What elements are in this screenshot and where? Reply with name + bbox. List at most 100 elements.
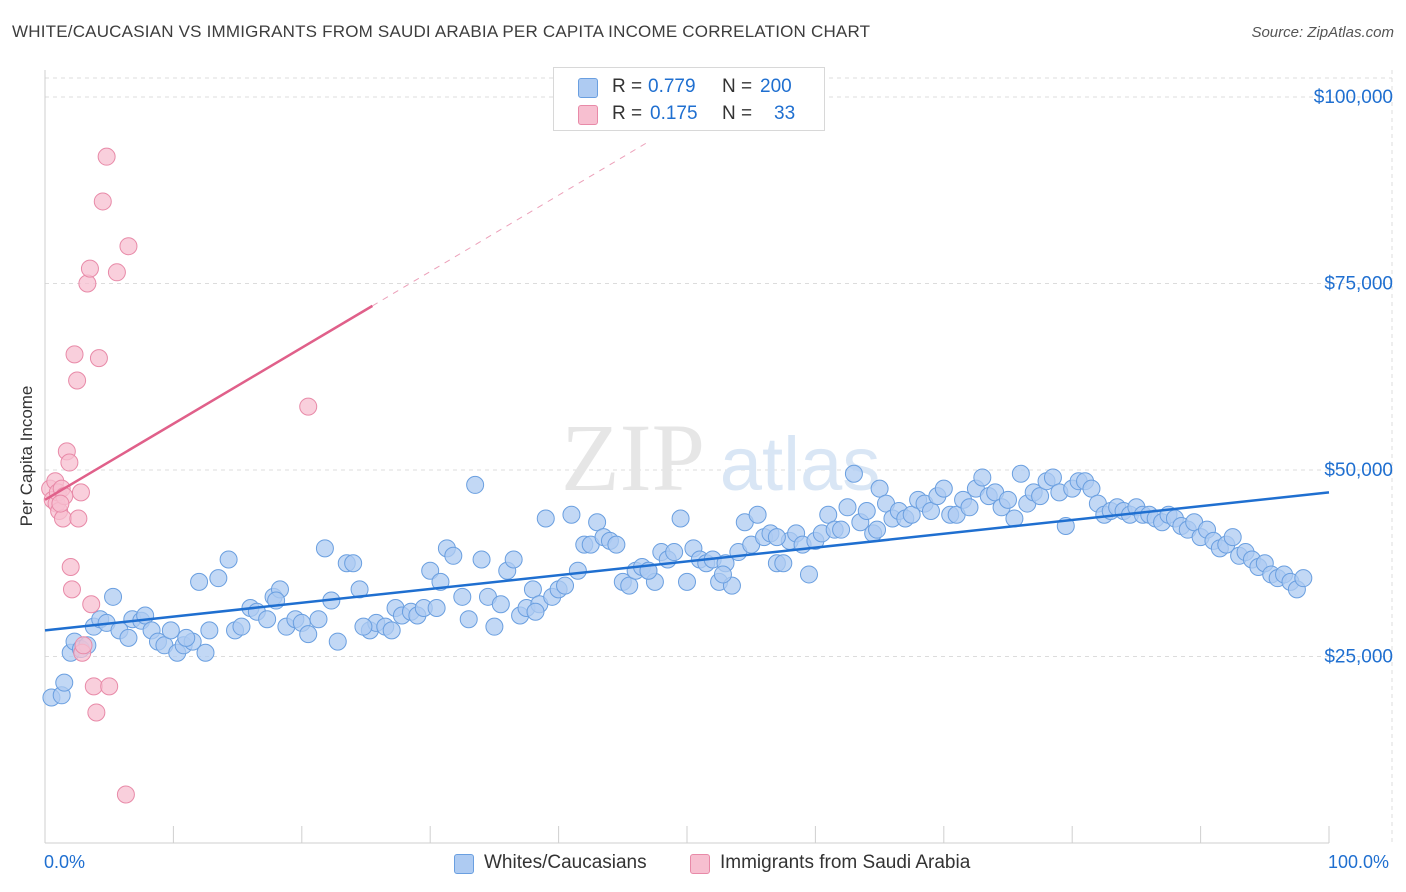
data-point-saudi: [93, 192, 112, 211]
data-point-whites: [1031, 487, 1050, 506]
data-point-saudi: [74, 636, 93, 655]
data-point-whites: [328, 632, 347, 651]
series-whites-points: [42, 464, 1313, 707]
data-point-whites: [104, 587, 123, 606]
data-point-whites: [427, 599, 446, 618]
trend-line-whites: [44, 491, 1330, 632]
data-point-saudi: [89, 349, 108, 368]
legend-n-label: N =: [722, 76, 753, 97]
data-point-whites: [921, 502, 940, 521]
data-point-whites: [838, 498, 857, 517]
data-point-whites: [748, 505, 767, 524]
data-point-whites: [902, 505, 921, 524]
data-point-whites: [556, 576, 575, 595]
trend-line-saudi: [44, 304, 374, 501]
data-point-whites: [999, 490, 1017, 509]
data-point-whites: [55, 673, 74, 692]
data-point-whites: [177, 628, 196, 647]
data-point-saudi: [60, 453, 79, 472]
y-tick-labels: $25,000 $50,000 $75,000 $100,000: [1314, 87, 1393, 668]
watermark-zip: ZIP: [561, 404, 705, 511]
x-tick-label-min: 0.0%: [44, 852, 86, 872]
data-point-saudi: [68, 371, 87, 390]
data-point-whites: [196, 643, 215, 662]
data-point-whites: [857, 502, 876, 521]
data-point-saudi: [84, 677, 103, 696]
data-point-whites: [1011, 464, 1030, 483]
data-point-whites: [568, 561, 587, 580]
data-point-whites: [713, 565, 732, 584]
data-point-whites: [671, 509, 690, 528]
data-point-whites: [562, 505, 581, 524]
data-point-whites: [309, 610, 328, 629]
data-point-whites: [258, 610, 277, 629]
data-point-whites: [232, 617, 251, 636]
data-point-whites: [1082, 479, 1101, 498]
data-point-saudi: [299, 397, 318, 416]
data-point-whites: [767, 528, 786, 547]
data-point-saudi: [65, 345, 84, 364]
legend-n-value: 33: [774, 103, 796, 124]
data-point-whites: [472, 550, 491, 569]
data-point-saudi: [100, 677, 119, 696]
data-point-saudi: [71, 483, 90, 502]
data-point-whites: [350, 580, 369, 599]
series-saudi-points: [41, 147, 318, 804]
data-point-whites: [960, 498, 979, 517]
bottom-legend-swatch-whites: [454, 854, 474, 874]
data-point-whites: [459, 610, 478, 629]
data-point-whites: [444, 546, 463, 565]
data-point-whites: [209, 569, 228, 588]
bottom-legend-label-saudi: Immigrants from Saudi Arabia: [720, 852, 971, 873]
data-point-whites: [1043, 468, 1062, 487]
data-point-whites: [200, 621, 219, 640]
data-point-whites: [504, 550, 523, 569]
data-point-saudi: [53, 509, 72, 528]
data-point-whites: [819, 505, 838, 524]
x-tick-label-max: 100.0%: [1328, 852, 1390, 872]
data-point-whites: [526, 602, 545, 621]
data-point-saudi: [61, 557, 80, 576]
data-point-saudi: [78, 274, 97, 293]
legend-n-value: 200: [760, 76, 792, 97]
data-point-saudi: [69, 509, 88, 528]
data-point-whites: [431, 572, 450, 591]
data-point-whites: [1294, 569, 1313, 588]
data-point-whites: [119, 628, 138, 647]
bottom-legend-label-whites: Whites/Caucasians: [484, 852, 647, 873]
data-point-saudi: [80, 259, 99, 278]
data-point-saudi: [51, 494, 70, 513]
legend: R = 0.779 N = 200 R = 0.175 N = 33: [553, 67, 825, 131]
data-point-whites: [870, 479, 889, 498]
data-point-whites: [485, 617, 504, 636]
y-axis-label: Per Capita Income: [17, 385, 36, 527]
legend-swatch-saudi: [578, 105, 598, 125]
data-point-whites: [421, 561, 440, 580]
trend-line-saudi-extension: [372, 141, 649, 307]
data-point-whites: [934, 479, 953, 498]
data-point-whites: [799, 565, 818, 584]
legend-swatch-whites: [578, 78, 598, 98]
data-point-whites: [466, 475, 485, 494]
source-label: Source: ZipAtlas.com: [1251, 24, 1394, 41]
y-tick-label: $50,000: [1324, 460, 1393, 481]
data-point-saudi: [107, 263, 126, 282]
data-point-whites: [1223, 528, 1242, 547]
data-point-whites: [536, 509, 555, 528]
data-point-whites: [190, 572, 209, 591]
data-point-whites: [354, 617, 373, 636]
y-tick-label: $25,000: [1324, 647, 1393, 668]
data-point-saudi: [116, 785, 135, 804]
bottom-legend-swatch-saudi: [690, 854, 710, 874]
axes: [44, 70, 1330, 844]
trend-lines: [44, 141, 1330, 632]
data-point-whites: [588, 513, 607, 532]
legend-r-label: R =: [612, 76, 643, 97]
data-point-saudi: [97, 147, 116, 166]
data-point-whites: [491, 595, 510, 614]
data-point-whites: [607, 535, 626, 554]
data-point-whites: [299, 625, 318, 644]
data-point-whites: [453, 587, 472, 606]
data-point-whites: [523, 580, 542, 599]
